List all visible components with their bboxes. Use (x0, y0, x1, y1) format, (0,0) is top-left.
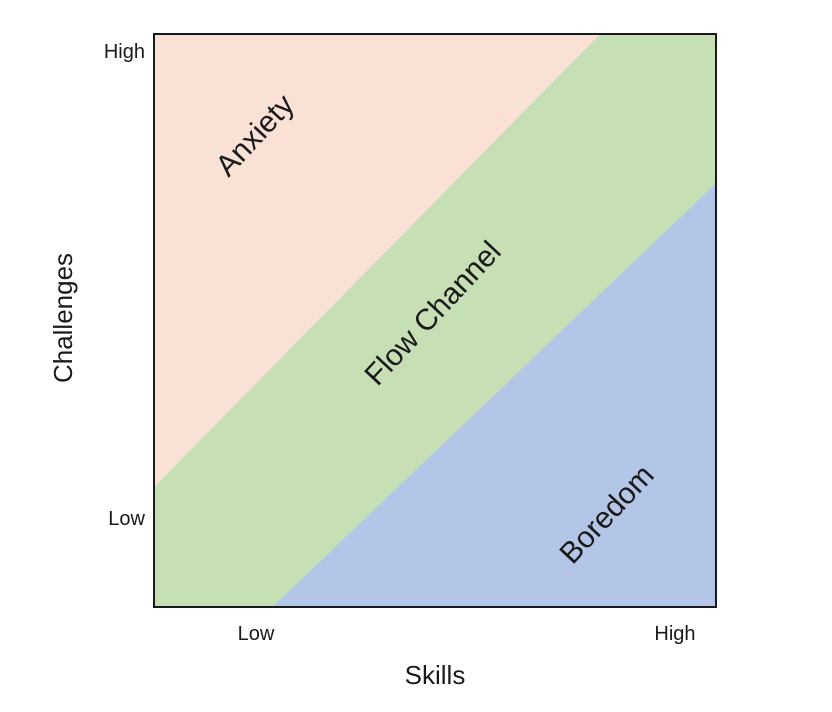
x-low-tick: Low (238, 623, 275, 645)
x-axis-title: Skills (405, 660, 466, 690)
x-high-tick: High (654, 623, 695, 645)
y-low-tick: Low (108, 508, 145, 530)
y-axis-title: Challenges (48, 253, 78, 383)
flow-channel-zone (154, 34, 716, 607)
y-high-tick: High (104, 41, 145, 63)
boredom-zone (272, 183, 716, 607)
plot-frame (153, 33, 717, 608)
